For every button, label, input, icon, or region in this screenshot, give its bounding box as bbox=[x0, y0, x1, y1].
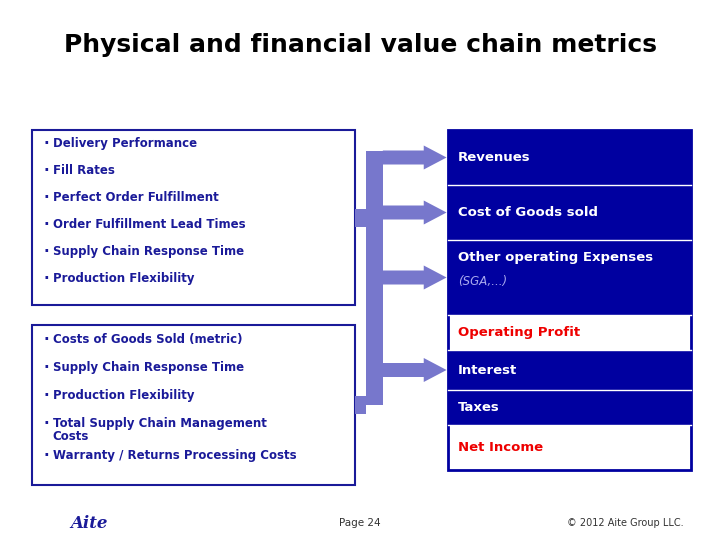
Text: © 2012 Aite Group LLC.: © 2012 Aite Group LLC. bbox=[567, 518, 683, 528]
Text: Cost of Goods sold: Cost of Goods sold bbox=[458, 206, 598, 219]
FancyBboxPatch shape bbox=[449, 350, 691, 390]
Text: (SGA,...): (SGA,...) bbox=[458, 275, 507, 288]
Text: ·: · bbox=[43, 448, 49, 462]
Text: Aite: Aite bbox=[70, 515, 107, 531]
FancyBboxPatch shape bbox=[449, 185, 691, 240]
Text: Net Income: Net Income bbox=[458, 441, 543, 454]
Polygon shape bbox=[383, 266, 446, 289]
Polygon shape bbox=[383, 358, 446, 382]
FancyBboxPatch shape bbox=[449, 425, 691, 470]
Text: Taxes: Taxes bbox=[458, 401, 500, 414]
Text: Production Flexibility: Production Flexibility bbox=[53, 388, 194, 402]
Text: Warranty / Returns Processing Costs: Warranty / Returns Processing Costs bbox=[53, 449, 297, 462]
Text: ·: · bbox=[43, 164, 49, 178]
Text: ·: · bbox=[43, 360, 49, 375]
Text: Supply Chain Response Time: Supply Chain Response Time bbox=[53, 361, 244, 374]
Text: Delivery Performance: Delivery Performance bbox=[53, 138, 197, 151]
Text: Production Flexibility: Production Flexibility bbox=[53, 272, 194, 285]
FancyBboxPatch shape bbox=[32, 325, 355, 485]
FancyBboxPatch shape bbox=[32, 130, 355, 305]
Text: Perfect Order Fulfillment: Perfect Order Fulfillment bbox=[53, 191, 218, 204]
Text: ·: · bbox=[43, 190, 49, 205]
FancyBboxPatch shape bbox=[449, 390, 691, 425]
Text: Revenues: Revenues bbox=[458, 151, 531, 164]
Text: Physical and financial value chain metrics: Physical and financial value chain metri… bbox=[63, 33, 657, 57]
Polygon shape bbox=[366, 151, 383, 285]
Polygon shape bbox=[383, 145, 446, 170]
FancyBboxPatch shape bbox=[449, 130, 691, 185]
Text: ·: · bbox=[43, 332, 49, 347]
Text: ·: · bbox=[43, 415, 49, 430]
Text: Operating Profit: Operating Profit bbox=[458, 326, 580, 339]
Polygon shape bbox=[383, 200, 446, 225]
Text: ·: · bbox=[43, 217, 49, 232]
Text: Total Supply Chain Management: Total Supply Chain Management bbox=[53, 416, 266, 429]
Text: Order Fulfillment Lead Times: Order Fulfillment Lead Times bbox=[53, 218, 246, 231]
Text: Interest: Interest bbox=[458, 363, 517, 376]
Text: ·: · bbox=[43, 388, 49, 402]
Polygon shape bbox=[366, 218, 383, 405]
Text: Costs of Goods Sold (metric): Costs of Goods Sold (metric) bbox=[53, 333, 242, 346]
Polygon shape bbox=[355, 208, 366, 226]
Text: Costs: Costs bbox=[53, 430, 89, 443]
Text: ·: · bbox=[43, 271, 49, 286]
Text: Other operating Expenses: Other operating Expenses bbox=[458, 252, 653, 265]
Text: Supply Chain Response Time: Supply Chain Response Time bbox=[53, 245, 244, 258]
Polygon shape bbox=[355, 396, 366, 414]
FancyBboxPatch shape bbox=[449, 315, 691, 350]
Text: Page 24: Page 24 bbox=[339, 518, 381, 528]
FancyBboxPatch shape bbox=[449, 240, 691, 315]
Text: Fill Rates: Fill Rates bbox=[53, 164, 114, 178]
Text: ·: · bbox=[43, 244, 49, 259]
Text: ·: · bbox=[43, 137, 49, 152]
